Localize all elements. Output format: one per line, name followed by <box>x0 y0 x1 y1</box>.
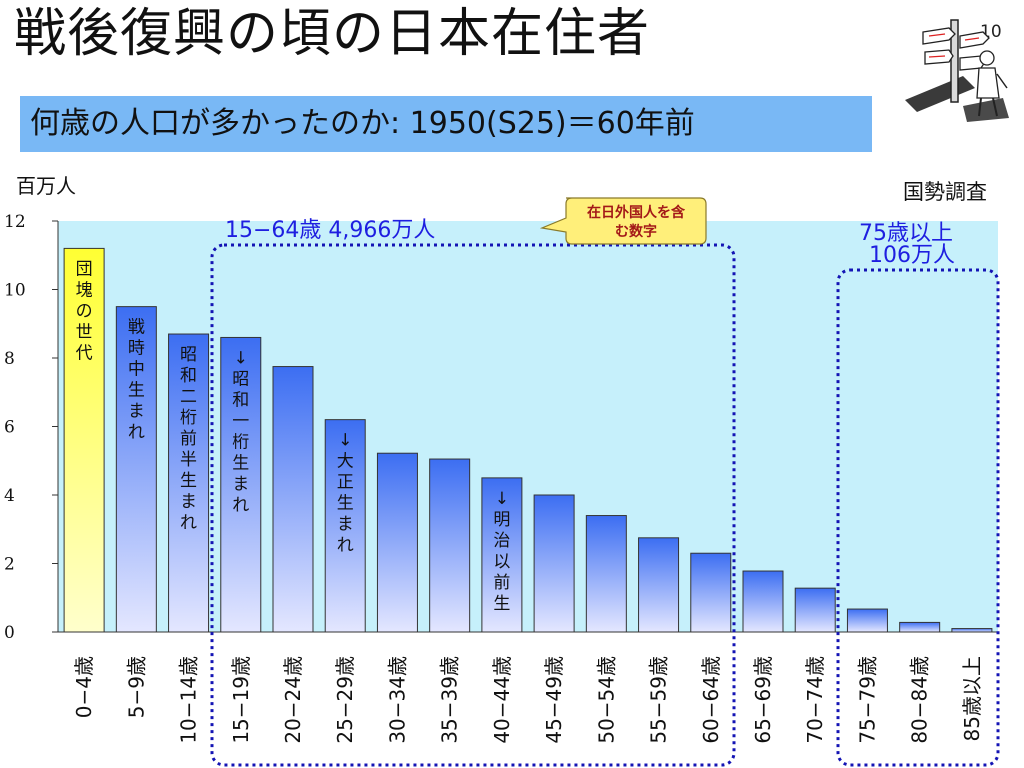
bar-annotation-char: 昭 <box>232 369 249 389</box>
x-tick-label: 30−34歳 <box>385 656 409 744</box>
x-tick-label: 0−4歳 <box>72 656 96 718</box>
bar-annotation-char: の <box>76 301 93 321</box>
bar <box>115 306 157 633</box>
bar-annotation-char: 生 <box>128 381 145 401</box>
bar <box>533 494 575 633</box>
bar <box>690 552 732 633</box>
bar <box>272 366 314 633</box>
callout-bubble <box>539 197 707 245</box>
bar-annotation-char: 二 <box>180 387 197 407</box>
page-title: 戦後復興の頃の日本在住者 <box>14 4 651 64</box>
bar-annotation-char: 明 <box>493 510 510 530</box>
bar-annotation-char: ↓ <box>338 431 352 451</box>
bar-annotation-char: ま <box>337 515 354 535</box>
data-source-label: 国勢調査 <box>903 180 987 204</box>
y-tick-label: 6 <box>4 418 15 438</box>
bar <box>794 587 836 633</box>
x-tick-label: 35−39歳 <box>438 656 462 744</box>
bar <box>168 333 210 633</box>
bar-annotation-char: 和 <box>232 390 249 410</box>
x-tick-label: 25−29歳 <box>333 656 357 744</box>
bar-annotation-char: 世 <box>76 322 93 342</box>
subtitle: 何歳の人口が多かったのか: 1950(S25)＝60年前 <box>30 106 695 141</box>
y-tick-label: 8 <box>4 349 15 369</box>
bar-annotation-char: 生 <box>180 471 197 491</box>
x-tick-label: 75−79歳 <box>855 656 879 744</box>
x-tick-label: 60−64歳 <box>699 656 723 744</box>
bar <box>951 628 993 633</box>
x-tick-label: 10−14歳 <box>177 656 201 744</box>
bar-annotation-char: ま <box>180 492 197 512</box>
bar-annotation-char: 正 <box>337 473 354 493</box>
y-tick-label: 0 <box>4 623 15 643</box>
bar-annotation-char: れ <box>337 536 354 556</box>
y-tick-label: 2 <box>4 555 15 575</box>
bar <box>220 336 262 633</box>
bar-annotation-char: 桁 <box>180 408 197 428</box>
bar <box>742 570 784 633</box>
x-tick-label: 45−49歳 <box>542 656 566 744</box>
x-tick-label: 65−69歳 <box>751 656 775 744</box>
x-tick-label: 40−44歳 <box>490 656 514 744</box>
bar <box>376 452 418 633</box>
x-tick-label: 55−59歳 <box>647 656 671 744</box>
bar-annotation-char: 大 <box>337 452 354 472</box>
bar-annotation-char: ま <box>128 402 145 422</box>
bar-annotation-char: 以 <box>493 552 510 572</box>
bar-annotation-char: 戦 <box>128 318 145 338</box>
x-tick-label: 15−19歳 <box>229 656 253 744</box>
bar-annotation-char: 前 <box>180 429 197 449</box>
x-tick-label: 5−9歳 <box>124 656 148 718</box>
bar-annotation-char: 昭 <box>180 345 197 365</box>
y-tick-label: 4 <box>4 486 15 506</box>
bar-annotation-char: れ <box>180 513 197 533</box>
elderly-annotation-line2: 106万人 <box>869 243 955 268</box>
x-tick-label: 50−54歳 <box>594 656 618 744</box>
bar-annotation-char: 生 <box>493 594 510 614</box>
bar-annotation-char: 桁 <box>232 432 249 452</box>
bar-annotation-char: 前 <box>493 573 510 593</box>
x-tick-label: 80−84歳 <box>908 656 932 744</box>
callout-text-line1: 在日外国人を含 <box>587 204 686 221</box>
bar <box>846 608 888 633</box>
bar-annotation-char: 半 <box>180 450 197 470</box>
x-tick-label: 70−74歳 <box>803 656 827 744</box>
working-age-group-box <box>210 243 736 767</box>
bar-annotation-char: 和 <box>180 366 197 386</box>
x-tick-label: 85歳以上 <box>960 656 984 741</box>
bar-annotation-char: ↓ <box>234 348 248 368</box>
bar-annotation-char: 一 <box>232 411 249 431</box>
bar <box>638 537 680 633</box>
bar <box>585 515 627 633</box>
bar-annotation-char: 治 <box>493 531 510 551</box>
y-tick-label: 12 <box>4 212 26 232</box>
y-axis-unit-label: 百万人 <box>16 174 76 198</box>
bar-annotation-char: 中 <box>128 360 145 380</box>
elderly-annotation-line1: 75歳以上 <box>859 221 953 246</box>
bar-annotation-char: れ <box>128 423 145 443</box>
bar-annotation-char: 時 <box>128 339 145 359</box>
working-age-annotation: 15−64歳 4,966万人 <box>225 218 435 243</box>
bar-annotation-char: ↓ <box>495 489 509 509</box>
bar-annotation-char: 生 <box>232 453 249 473</box>
subtitle-banner <box>20 96 872 152</box>
signpost-traveler-icon <box>905 19 1009 122</box>
callout-text-line2: む数字 <box>615 223 657 240</box>
bar-annotation-char: れ <box>232 495 249 515</box>
bar-annotation-char: 団 <box>76 259 93 279</box>
x-tick-label: 20−24歳 <box>281 656 305 744</box>
bar <box>324 419 366 633</box>
bar-annotation-char: 代 <box>76 343 93 363</box>
bar-annotation-char: ま <box>232 474 249 494</box>
bar <box>429 458 471 633</box>
bar <box>63 247 105 633</box>
bar <box>481 477 523 633</box>
plot-area <box>58 221 998 632</box>
bar-annotation-char: 塊 <box>76 280 93 300</box>
bar <box>899 621 941 633</box>
y-tick-label: 10 <box>4 281 26 301</box>
bar-annotation-char: 生 <box>337 494 354 514</box>
